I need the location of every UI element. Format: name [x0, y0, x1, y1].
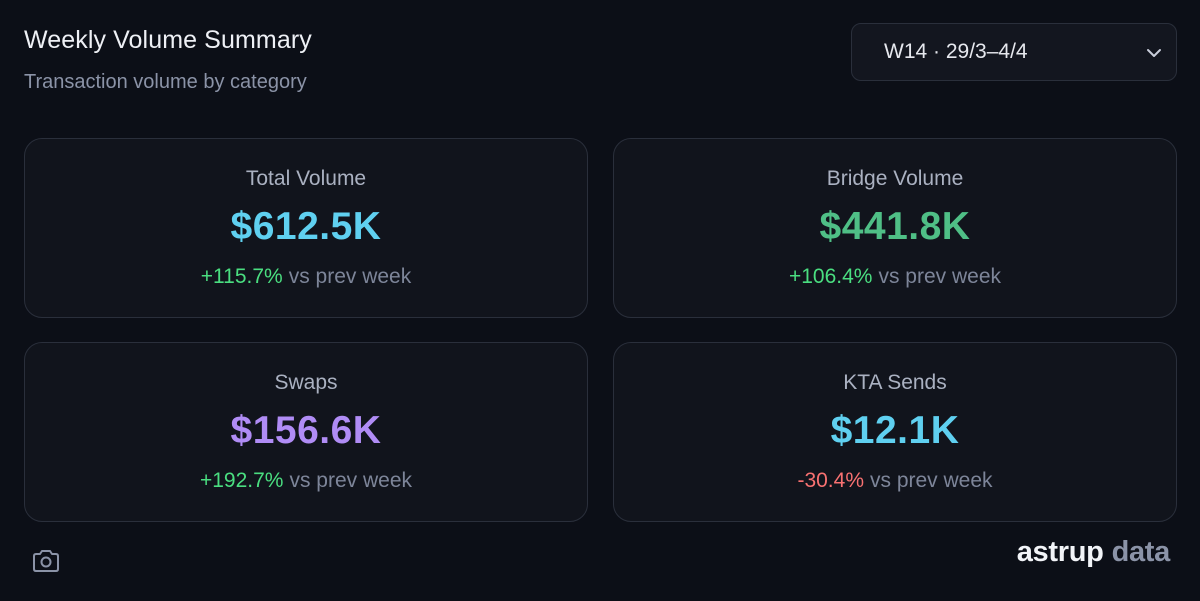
page-title: Weekly Volume Summary	[24, 26, 312, 54]
metric-label: Bridge Volume	[826, 167, 964, 190]
delta-percent: +192.7%	[199, 469, 284, 492]
delta-suffix: vs prev week	[870, 469, 993, 492]
metric-delta: +115.7% vs prev week	[25, 265, 587, 289]
metric-value: $612.5K	[230, 205, 382, 248]
delta-percent: +115.7%	[200, 265, 283, 288]
delta-suffix: vs prev week	[289, 469, 413, 492]
metric-card-bridge-volume: Bridge Volume $441.8K +106.4% vs prev wee…	[613, 138, 1177, 318]
delta-percent: -30.4%	[797, 469, 864, 492]
week-selector-value: W14 · 29/3–4/4	[884, 40, 1028, 63]
delta-suffix: vs prev week	[288, 265, 412, 288]
metric-card-total-volume: Total Volume $612.5K +115.7% vs prev week	[24, 138, 588, 318]
metric-label: Swaps	[274, 371, 338, 394]
metric-delta: +106.4% vs prev week	[614, 265, 1176, 289]
metric-card-swaps: Swaps $156.6K +192.7% vs prev week	[24, 342, 588, 522]
week-selector[interactable]: W14 · 29/3–4/4	[851, 23, 1177, 81]
metric-card-kta-sends: KTA Sends $12.1K -30.4% vs prev week	[613, 342, 1177, 522]
camera-icon[interactable]	[31, 548, 61, 574]
brand-logo: astrup data	[1016, 536, 1171, 569]
brand-part-1: astrup	[1016, 536, 1104, 568]
chevron-down-icon	[1147, 49, 1161, 57]
delta-suffix: vs prev week	[878, 265, 1002, 288]
metric-value: $441.8K	[819, 205, 971, 248]
metric-delta: +192.7% vs prev week	[25, 469, 587, 493]
metric-value: $156.6K	[230, 409, 382, 452]
metric-label: KTA Sends	[843, 371, 947, 394]
metric-value: $12.1K	[830, 409, 960, 452]
metric-label: Total Volume	[245, 167, 367, 190]
metric-delta: -30.4% vs prev week	[614, 469, 1176, 493]
page-subtitle: Transaction volume by category	[24, 71, 307, 93]
brand-part-2: data	[1111, 536, 1171, 568]
delta-percent: +106.4%	[788, 265, 873, 288]
